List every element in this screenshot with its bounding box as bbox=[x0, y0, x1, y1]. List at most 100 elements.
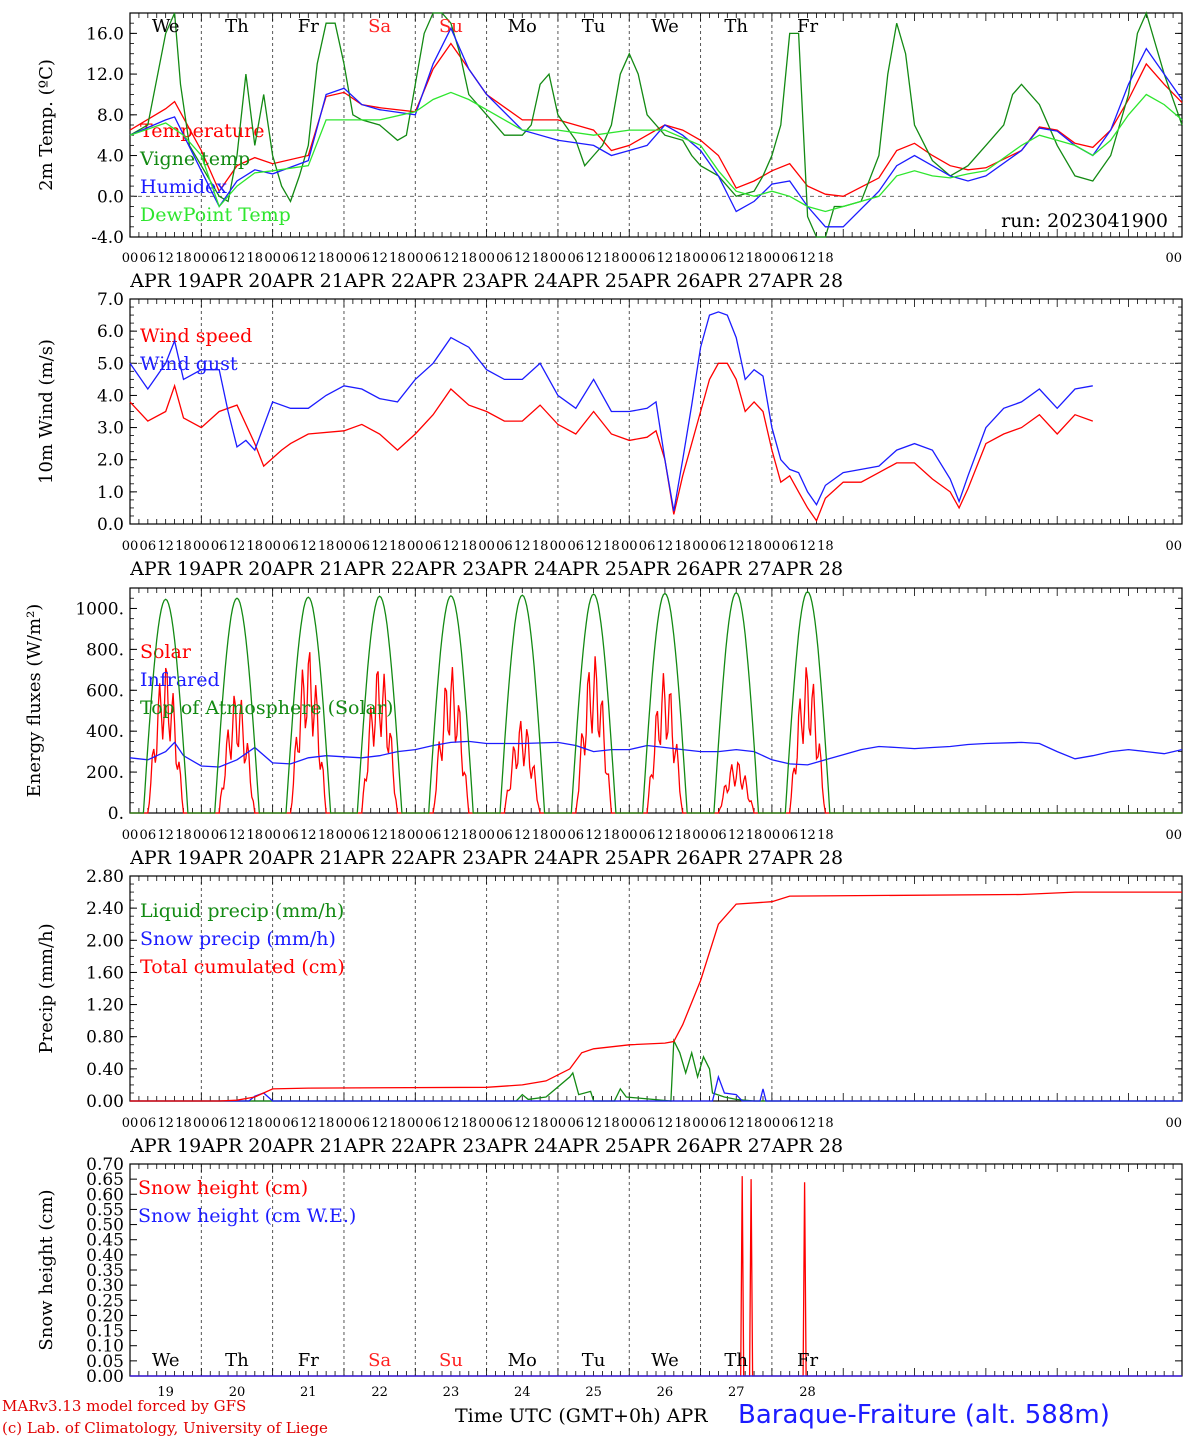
legend-entry: Top of Atmosphere (Solar) bbox=[140, 697, 393, 719]
x-hour-label: 18 bbox=[532, 1116, 549, 1131]
x-hour-label: 12 bbox=[728, 1116, 745, 1131]
y-tick-label: 1.20 bbox=[86, 996, 124, 1016]
x-hour-label: 12 bbox=[728, 251, 745, 266]
x-hour-label: 00 bbox=[407, 828, 424, 843]
x-hour-label: 00 bbox=[336, 1116, 353, 1131]
x-day-label: APR 19 bbox=[129, 558, 201, 580]
x-day-label: APR 28 bbox=[771, 270, 843, 292]
series-line-vigne-temp bbox=[129, 11, 1183, 238]
x-hour-label: 00 bbox=[478, 1116, 495, 1131]
x-hour-label: 12 bbox=[657, 539, 674, 554]
x-hour-label: 12 bbox=[585, 539, 602, 554]
y-tick-label: 0.05 bbox=[86, 1352, 124, 1372]
y-tick-label: 0.45 bbox=[86, 1231, 124, 1251]
y-tick-label: 0.25 bbox=[86, 1291, 124, 1311]
x-hour-label: 06 bbox=[639, 539, 656, 554]
x-hour-label: 00 bbox=[764, 828, 781, 843]
x-hour-label: 00 bbox=[764, 251, 781, 266]
y-tick-label: 4.0 bbox=[97, 386, 124, 406]
x-hour-label: 12 bbox=[728, 828, 745, 843]
x-hour-label: 00 bbox=[621, 539, 638, 554]
x-hour-label: 12 bbox=[443, 251, 460, 266]
day-number-label: 28 bbox=[799, 1385, 816, 1400]
x-hour-label: 00 bbox=[478, 539, 495, 554]
x-hour-label: 12 bbox=[443, 539, 460, 554]
day-name-label: Su bbox=[439, 1350, 463, 1371]
x-hour-label: 00 bbox=[264, 251, 281, 266]
day-name-label: Fr bbox=[298, 1350, 319, 1371]
y-tick-label: 1.0 bbox=[97, 483, 124, 503]
model-credit: MARv3.13 model forced by GFS bbox=[2, 1397, 247, 1415]
x-hour-label: 06 bbox=[140, 828, 157, 843]
y-tick-label: 0.50 bbox=[86, 1216, 124, 1236]
chart-panel-3: 0. 200. 400. 600. 800. 1000. Energy fluxes (W/… bbox=[24, 587, 1183, 869]
x-hour-label: 00 bbox=[478, 828, 495, 843]
x-hour-label: 06 bbox=[781, 1116, 798, 1131]
x-hour-label: 00 bbox=[336, 828, 353, 843]
day-name-label: We bbox=[651, 16, 679, 37]
x-hour-label: 06 bbox=[211, 539, 228, 554]
x-hour-label: 18 bbox=[746, 1116, 763, 1131]
x-day-label: APR 24 bbox=[486, 847, 558, 869]
x-hour-label: 18 bbox=[603, 828, 620, 843]
legend-entry: DewPoint Temp bbox=[140, 204, 291, 226]
x-hour-label: 18 bbox=[318, 828, 335, 843]
legend-entry: Temperature bbox=[140, 120, 264, 142]
series-line-humidex bbox=[129, 26, 1183, 228]
x-hour-label: 00 bbox=[550, 1116, 567, 1131]
x-hour-label: 18 bbox=[746, 251, 763, 266]
y-tick-label: 2.80 bbox=[86, 867, 124, 887]
y-tick-label: 2.40 bbox=[86, 899, 124, 919]
day-name-label: Fr bbox=[797, 16, 818, 37]
x-hour-label: 06 bbox=[140, 1116, 157, 1131]
day-number-label: 25 bbox=[585, 1385, 602, 1400]
x-day-label: APR 27 bbox=[700, 270, 772, 292]
x-hour-label: 12 bbox=[157, 1116, 174, 1131]
x-hour-label: 18 bbox=[389, 539, 406, 554]
x-hour-label: 00 bbox=[764, 539, 781, 554]
x-day-label: APR 23 bbox=[414, 847, 486, 869]
y-axis-label: Precip (mm/h) bbox=[36, 923, 57, 1053]
x-hour-label: 18 bbox=[746, 828, 763, 843]
x-hour-label: 18 bbox=[603, 1116, 620, 1131]
x-day-label: APR 25 bbox=[557, 1135, 629, 1157]
day-number-label: 20 bbox=[229, 1385, 246, 1400]
day-number-label: 23 bbox=[443, 1385, 460, 1400]
x-hour-label: 00 bbox=[692, 1116, 709, 1131]
legend-entry: Wind gust bbox=[140, 353, 238, 375]
day-name-label: Th bbox=[724, 1350, 748, 1371]
day-name-label: Th bbox=[225, 16, 249, 37]
x-hour-label: 00 bbox=[193, 1116, 210, 1131]
day-name-label: Su bbox=[439, 16, 463, 37]
x-hour-label: 00 bbox=[122, 1116, 139, 1131]
x-hour-label: 00 bbox=[193, 251, 210, 266]
y-axis-label: 2m Temp. (ºC) bbox=[36, 59, 57, 191]
x-hour-label: 12 bbox=[157, 251, 174, 266]
x-hour-label: 18 bbox=[318, 251, 335, 266]
x-hour-label: 18 bbox=[603, 539, 620, 554]
x-hour-label: 12 bbox=[585, 828, 602, 843]
x-day-label: APR 28 bbox=[771, 558, 843, 580]
x-hour-label: 06 bbox=[567, 539, 584, 554]
x-hour-label: 18 bbox=[389, 1116, 406, 1131]
x-hour-label: 06 bbox=[781, 251, 798, 266]
x-day-label: APR 22 bbox=[343, 1135, 415, 1157]
x-hour-label: 12 bbox=[514, 828, 531, 843]
x-day-label: APR 26 bbox=[628, 847, 700, 869]
y-tick-label: 4.0 bbox=[97, 147, 124, 167]
time-label: Time UTC (GMT+0h) bbox=[455, 1405, 661, 1427]
x-hour-label: 06 bbox=[710, 539, 727, 554]
x-hour-label: 18 bbox=[318, 539, 335, 554]
x-day-label: APR 20 bbox=[200, 558, 272, 580]
day-name-label: Sa bbox=[368, 16, 391, 37]
x-hour-label: 18 bbox=[674, 539, 691, 554]
series-line-wind-speed bbox=[129, 362, 1094, 523]
day-name-label: Fr bbox=[797, 1350, 818, 1371]
x-hour-label: 06 bbox=[639, 1116, 656, 1131]
x-hour-label: 06 bbox=[211, 1116, 228, 1131]
chart-panel-2: 0.0 1.0 2.0 3.0 4.0 5.0 6.0 7.0 10m Wind (m/s) Wi… bbox=[36, 290, 1183, 580]
y-tick-label: 2.00 bbox=[86, 931, 124, 951]
chart-panel-4: 0.00 0.40 0.80 1.20 1.60 2.00 2.40 2.80 Precip (… bbox=[36, 867, 1183, 1157]
day-name-label: Mo bbox=[508, 16, 537, 37]
